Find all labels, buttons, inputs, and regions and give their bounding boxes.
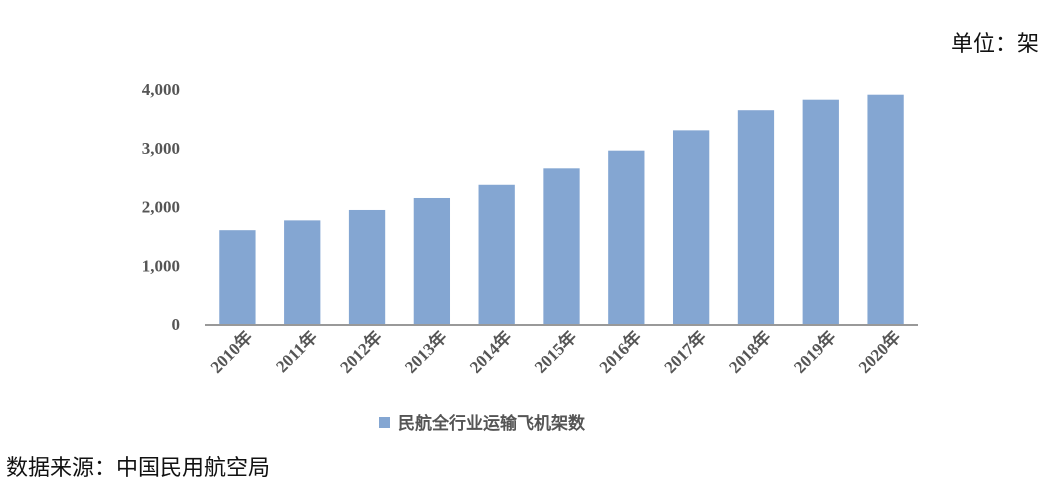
x-tick-label: 2013年 — [400, 327, 450, 377]
x-axis-ticks: 2010年 2011年 2012年 2013年 2014年 2015年 2016年 2017年… — [206, 327, 904, 377]
x-tick-label: 2020年 — [854, 327, 904, 377]
bar — [672, 130, 710, 324]
bar — [348, 209, 386, 324]
bar — [219, 230, 256, 324]
x-tick-label: 2018年 — [725, 327, 775, 377]
bar — [737, 110, 775, 325]
y-axis-ticks: 4,000 3,000 2,000 1,000 0 — [142, 80, 180, 334]
y-tick-label: 1,000 — [142, 256, 180, 275]
legend-swatch — [379, 417, 390, 428]
x-tick-label: 2011年 — [272, 327, 322, 377]
x-tick-label: 2017年 — [660, 327, 710, 377]
y-tick-label: 2,000 — [142, 198, 180, 217]
x-tick-label: 2010年 — [206, 327, 256, 377]
x-tick-label: 2019年 — [789, 327, 839, 377]
x-tick-label: 2014年 — [465, 327, 515, 377]
bar — [284, 220, 321, 324]
y-tick-label: 4,000 — [142, 80, 180, 99]
bar — [478, 184, 515, 324]
bar — [802, 99, 839, 324]
bars — [219, 94, 904, 325]
y-tick-label: 3,000 — [142, 139, 180, 158]
y-tick-label: 0 — [172, 315, 181, 334]
legend: 民航全行业运输飞机架数 — [379, 413, 586, 434]
unit-label: 单位：架 — [950, 32, 1039, 57]
source-note: 数据来源：中国民用航空局 — [6, 456, 271, 481]
x-tick-label: 2015年 — [530, 327, 580, 377]
legend-label: 民航全行业运输飞机架数 — [398, 413, 586, 434]
bar — [867, 94, 904, 324]
x-tick-label: 2016年 — [595, 327, 645, 377]
x-tick-label: 2012年 — [336, 327, 386, 377]
bar — [543, 168, 580, 324]
bar — [413, 197, 451, 324]
bar — [608, 150, 645, 324]
